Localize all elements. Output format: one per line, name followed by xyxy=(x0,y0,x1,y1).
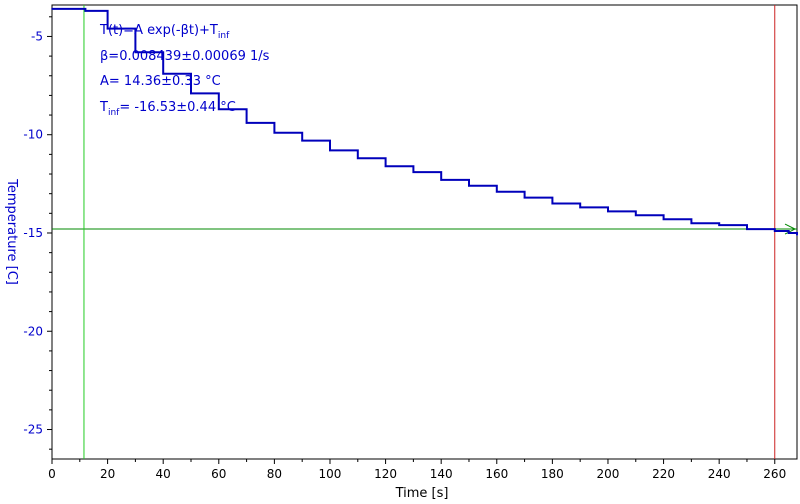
data-point xyxy=(106,27,109,30)
x-axis-ticks: 0 20 40 60 80 100 120 140 160 180 200 220 240 260 xyxy=(48,459,786,481)
y-axis-label: Temperature [C] xyxy=(4,178,19,285)
x-tick-label: 160 xyxy=(485,467,508,481)
data-point xyxy=(412,171,415,173)
plot-frame xyxy=(51,4,798,460)
data-point xyxy=(301,139,303,142)
data-point xyxy=(690,222,693,224)
data-point xyxy=(551,202,554,205)
x-tick-label: 100 xyxy=(319,467,342,481)
data-point xyxy=(468,185,470,187)
fit-tinf: Tinf= -16.53±0.44 °C xyxy=(99,100,236,118)
data-point xyxy=(746,228,748,230)
data-point xyxy=(83,8,85,10)
x-tick-label: 260 xyxy=(763,467,786,481)
y-tick-label: -25 xyxy=(23,423,43,437)
series-line-0 xyxy=(52,7,798,235)
x-tick-label: 120 xyxy=(374,467,397,481)
data-point xyxy=(523,196,526,199)
data-point xyxy=(134,51,137,53)
x-tick-label: 60 xyxy=(211,467,226,481)
data-point xyxy=(495,190,498,193)
data-point xyxy=(162,72,164,75)
data-point xyxy=(217,108,220,110)
data-point xyxy=(607,210,609,213)
data-point xyxy=(273,131,276,134)
fit-beta: β=0.008439±0.00069 1/s xyxy=(100,49,270,64)
x-tick-label: 220 xyxy=(652,467,675,481)
x-axis-label: Time [s] xyxy=(395,486,449,501)
data-point xyxy=(662,218,665,221)
data-point xyxy=(440,179,442,181)
x-tick-label: 180 xyxy=(541,467,564,481)
data-point xyxy=(384,165,387,167)
data-point xyxy=(356,157,359,160)
data-point xyxy=(796,234,798,236)
fit-formula: T(t)=A exp(-βt)+Tinf xyxy=(99,23,230,41)
data-point xyxy=(245,122,248,124)
data-point xyxy=(787,232,790,234)
y-tick-label: -5 xyxy=(31,29,43,43)
x-tick-label: 140 xyxy=(430,467,453,481)
data-point xyxy=(329,149,331,152)
temperature-series xyxy=(51,7,798,236)
data-point xyxy=(773,230,776,232)
fit-annotation: T(t)=A exp(-βt)+Tinf β=0.008439±0.00069 … xyxy=(99,23,270,118)
y-tick-label: -15 xyxy=(23,226,43,240)
y-axis-ticks: -5 -10 -15 -20 -25 xyxy=(23,16,52,450)
fit-amplitude: A= 14.36±0.33 °C xyxy=(100,74,221,89)
data-point xyxy=(190,92,192,95)
x-tick-label: 40 xyxy=(156,467,171,481)
x-tick-label: 200 xyxy=(597,467,620,481)
y-tick-label: -10 xyxy=(23,128,43,142)
data-point xyxy=(579,206,581,209)
data-point xyxy=(634,214,637,217)
y-tick-label: -20 xyxy=(23,324,43,338)
x-tick-label: 20 xyxy=(100,467,115,481)
data-point xyxy=(51,8,53,10)
x-tick-label: 240 xyxy=(708,467,731,481)
x-tick-label: 80 xyxy=(267,467,282,481)
data-point xyxy=(84,10,87,12)
x-tick-label: 0 xyxy=(48,467,56,481)
data-point xyxy=(718,224,720,226)
